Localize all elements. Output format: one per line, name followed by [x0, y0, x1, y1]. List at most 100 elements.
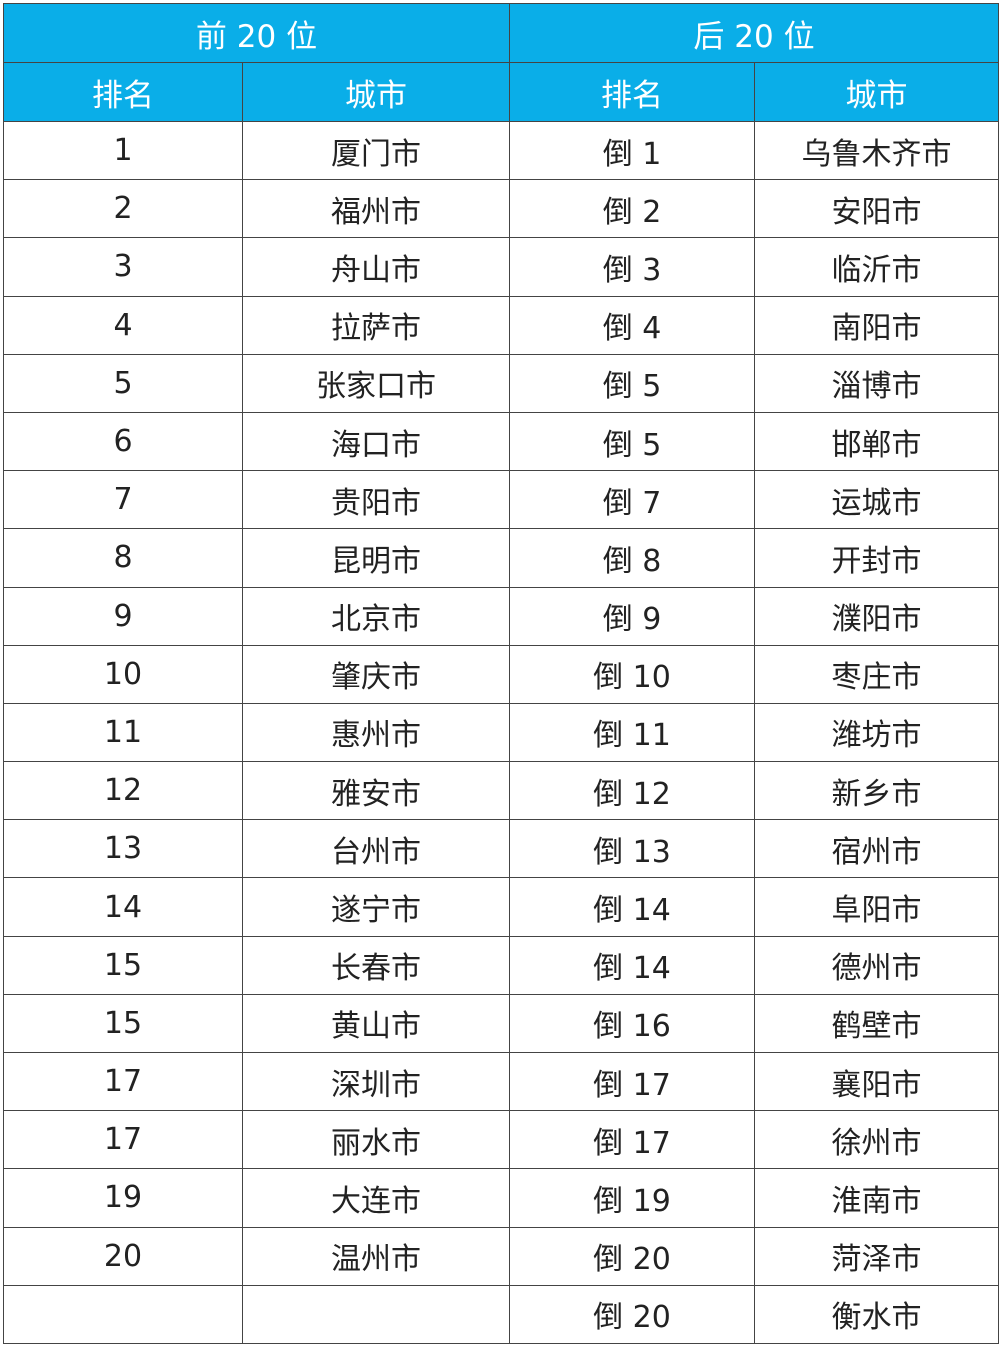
top-rank-cell: 3 [3, 237, 243, 297]
top-rank-cell: 4 [3, 295, 243, 355]
top-rank-cell: 7 [3, 470, 243, 530]
top-rank-cell: 10 [3, 644, 243, 704]
top-rank-header: 排名 [3, 62, 243, 122]
bottom-rank-cell: 倒 7 [509, 470, 755, 530]
bottom-rank-cell: 倒 10 [509, 644, 755, 704]
top-city-cell: 深圳市 [242, 1051, 510, 1112]
column-header-row: 排名 城市 排名 城市 [3, 62, 999, 122]
top-city-cell: 长春市 [242, 935, 510, 995]
table-row: 15 黄山市倒 16 鹤壁市 [3, 993, 999, 1054]
top-city-cell: 遂宁市 [242, 877, 510, 937]
top-city-cell: 惠州市 [242, 702, 510, 763]
top-20-header: 前 20 位 [3, 3, 510, 63]
bottom-city-cell: 枣庄市 [754, 644, 999, 704]
bottom-rank-cell: 倒 17 [509, 1051, 755, 1112]
top-rank-cell: 13 [3, 819, 243, 879]
top-rank-cell: 2 [3, 179, 243, 239]
top-rank-cell: 6 [3, 411, 243, 472]
top-city-cell: 丽水市 [242, 1110, 510, 1170]
top-rank-cell: 20 [3, 1226, 243, 1286]
top-rank-cell: 17 [3, 1051, 243, 1112]
top-city-cell: 北京市 [242, 586, 510, 646]
bottom-rank-cell: 倒 2 [509, 179, 755, 239]
top-rank-cell: 5 [3, 353, 243, 413]
bottom-city-cell: 濮阳市 [754, 586, 999, 646]
bottom-city-cell: 临沂市 [754, 237, 999, 297]
table-row: 6 海口市倒 5 邯郸市 [3, 411, 999, 472]
table-row: 10 肇庆市倒 10 枣庄市 [3, 644, 999, 704]
bottom-city-cell: 襄阳市 [754, 1051, 999, 1112]
bottom-rank-cell: 倒 8 [509, 528, 755, 588]
bottom-rank-cell: 倒 5 [509, 411, 755, 472]
bottom-city-cell: 乌鲁木齐市 [754, 120, 999, 181]
bottom-rank-cell: 倒 11 [509, 702, 755, 763]
top-city-cell: 温州市 [242, 1226, 510, 1286]
city-ranking-table: 前 20 位 后 20 位 排名 城市 排名 城市 1 厦门市倒 1 乌鲁木齐市 2 福… [3, 3, 999, 1344]
bottom-city-cell: 徐州市 [754, 1110, 999, 1170]
top-city-cell: 张家口市 [242, 353, 510, 413]
bottom-city-header: 城市 [754, 62, 999, 122]
top-rank-cell: 17 [3, 1110, 243, 1170]
bottom-city-cell: 安阳市 [754, 179, 999, 239]
table-row: 20 温州市倒 20 菏泽市 [3, 1226, 999, 1286]
table-row: 8 昆明市倒 8 开封市 [3, 528, 999, 588]
bottom-rank-header: 排名 [509, 62, 755, 122]
bottom-rank-cell: 倒 20 [509, 1226, 755, 1286]
bottom-city-cell: 阜阳市 [754, 877, 999, 937]
table-row: 12 雅安市倒 12 新乡市 [3, 761, 999, 821]
table-row: 4 拉萨市倒 4 南阳市 [3, 295, 999, 355]
bottom-city-cell: 潍坊市 [754, 702, 999, 763]
bottom-city-cell: 开封市 [754, 528, 999, 588]
bottom-city-cell: 运城市 [754, 470, 999, 530]
top-rank-cell: 9 [3, 586, 243, 646]
table-row: 9 北京市倒 9 濮阳市 [3, 586, 999, 646]
bottom-city-cell: 菏泽市 [754, 1226, 999, 1286]
top-city-cell: 雅安市 [242, 761, 510, 821]
bottom-city-cell: 淮南市 [754, 1168, 999, 1228]
top-city-cell: 贵阳市 [242, 470, 510, 530]
bottom-rank-cell: 倒 17 [509, 1110, 755, 1170]
table-row: 19 大连市倒 19 淮南市 [3, 1168, 999, 1228]
bottom-rank-cell: 倒 3 [509, 237, 755, 297]
bottom-city-cell: 宿州市 [754, 819, 999, 879]
table-row: 17 深圳市倒 17 襄阳市 [3, 1051, 999, 1112]
top-city-header: 城市 [242, 62, 510, 122]
bottom-rank-cell: 倒 19 [509, 1168, 755, 1228]
bottom-city-cell: 新乡市 [754, 761, 999, 821]
bottom-rank-cell: 倒 16 [509, 993, 755, 1054]
top-city-cell: 大连市 [242, 1168, 510, 1228]
table-row: 15 长春市倒 14 德州市 [3, 935, 999, 995]
bottom-city-cell: 衡水市 [754, 1284, 999, 1344]
bottom-rank-cell: 倒 12 [509, 761, 755, 821]
top-city-cell: 舟山市 [242, 237, 510, 297]
bottom-rank-cell: 倒 14 [509, 877, 755, 937]
group-header-row: 前 20 位 后 20 位 [3, 3, 999, 63]
table-row: 1 厦门市倒 1 乌鲁木齐市 [3, 120, 999, 181]
bottom-city-cell: 南阳市 [754, 295, 999, 355]
top-city-cell: 昆明市 [242, 528, 510, 588]
top-rank-cell: 1 [3, 120, 243, 181]
top-city-cell: 肇庆市 [242, 644, 510, 704]
table-row: 5 张家口市倒 5 淄博市 [3, 353, 999, 413]
top-rank-cell: 15 [3, 935, 243, 995]
top-rank-cell: 14 [3, 877, 243, 937]
top-city-cell: 福州市 [242, 179, 510, 239]
bottom-city-cell: 鹤壁市 [754, 993, 999, 1054]
top-rank-cell: 8 [3, 528, 243, 588]
bottom-rank-cell: 倒 1 [509, 120, 755, 181]
table-row: 14 遂宁市倒 14 阜阳市 [3, 877, 999, 937]
bottom-rank-cell: 倒 5 [509, 353, 755, 413]
table-row: 17 丽水市倒 17 徐州市 [3, 1110, 999, 1170]
top-city-cell [242, 1284, 510, 1344]
top-city-cell: 拉萨市 [242, 295, 510, 355]
table-row: 2 福州市倒 2 安阳市 [3, 179, 999, 239]
table-row: 11 惠州市倒 11 潍坊市 [3, 702, 999, 763]
bottom-city-cell: 德州市 [754, 935, 999, 995]
table-row: 13 台州市倒 13 宿州市 [3, 819, 999, 879]
top-city-cell: 黄山市 [242, 993, 510, 1054]
bottom-20-header: 后 20 位 [509, 3, 999, 63]
top-city-cell: 海口市 [242, 411, 510, 472]
bottom-rank-cell: 倒 14 [509, 935, 755, 995]
table-row: 7 贵阳市倒 7 运城市 [3, 470, 999, 530]
